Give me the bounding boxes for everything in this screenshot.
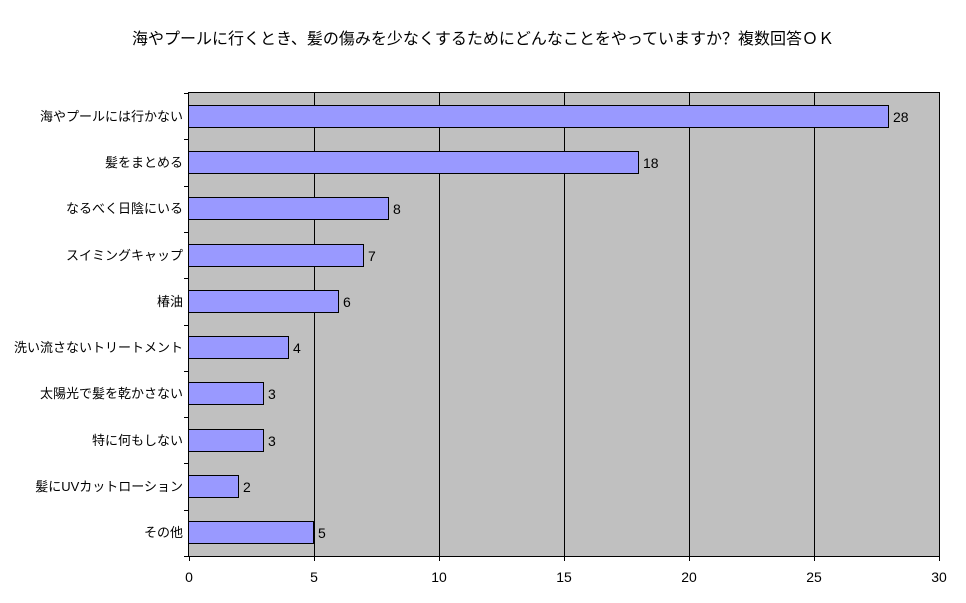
category-label: 髪をまとめる: [104, 155, 183, 170]
y-tick-mark: [184, 93, 188, 94]
gridline: [814, 93, 815, 556]
x-tick-label: 10: [431, 569, 447, 585]
bar: [189, 105, 889, 128]
bar: [189, 521, 314, 544]
y-tick-mark: [184, 556, 188, 557]
x-tick-label: 0: [185, 569, 193, 585]
gridline: [564, 93, 565, 556]
bar: [189, 382, 264, 405]
category-label: 海やプールには行かない: [39, 109, 183, 124]
gridline: [439, 93, 440, 556]
category-label: 特に何もしない: [91, 433, 183, 448]
y-tick-mark: [184, 232, 188, 233]
bar-value-label: 7: [368, 248, 376, 264]
y-tick-mark: [184, 510, 188, 511]
category-label: 椿油: [156, 294, 183, 309]
bar-value-label: 3: [268, 433, 276, 449]
category-label: なるべく日陰にいる: [65, 201, 183, 216]
y-tick-mark: [184, 417, 188, 418]
bar-value-label: 5: [318, 525, 326, 541]
bar: [189, 290, 339, 313]
bar: [189, 475, 239, 498]
bar: [189, 244, 364, 267]
x-tick-mark: [814, 557, 815, 561]
x-tick-label: 5: [310, 569, 318, 585]
gridline: [689, 93, 690, 556]
x-tick-mark: [314, 557, 315, 561]
bar: [189, 197, 389, 220]
bar: [189, 429, 264, 452]
x-tick-mark: [689, 557, 690, 561]
y-tick-mark: [184, 463, 188, 464]
x-tick-label: 15: [556, 569, 572, 585]
category-label: スイミングキャップ: [65, 248, 183, 263]
x-tick-label: 30: [931, 569, 947, 585]
x-tick-mark: [439, 557, 440, 561]
y-tick-mark: [184, 278, 188, 279]
x-tick-label: 20: [681, 569, 697, 585]
plot-area: [188, 92, 940, 557]
bar-value-label: 4: [293, 340, 301, 356]
x-tick-mark: [189, 557, 190, 561]
bar-value-label: 3: [268, 386, 276, 402]
bar-value-label: 28: [893, 109, 909, 125]
bar: [189, 151, 639, 174]
bar-value-label: 18: [643, 155, 659, 171]
bar-value-label: 8: [393, 201, 401, 217]
bar-value-label: 6: [343, 294, 351, 310]
y-tick-mark: [184, 371, 188, 372]
x-tick-mark: [564, 557, 565, 561]
y-tick-mark: [184, 325, 188, 326]
category-label: 洗い流さないトリートメント: [13, 340, 183, 355]
y-tick-mark: [184, 139, 188, 140]
bar-value-label: 2: [243, 479, 251, 495]
bar: [189, 336, 289, 359]
x-tick-mark: [939, 557, 940, 561]
category-label: 髪にUVカットローション: [35, 479, 183, 494]
category-label: 太陽光で髪を乾かさない: [39, 386, 183, 401]
category-label: その他: [143, 525, 183, 540]
gridline: [314, 93, 315, 556]
y-tick-mark: [184, 186, 188, 187]
chart-title: 海やプールに行くとき、髪の傷みを少なくするためにどんなことをやっていますか？複数…: [131, 31, 835, 48]
x-tick-label: 25: [806, 569, 822, 585]
